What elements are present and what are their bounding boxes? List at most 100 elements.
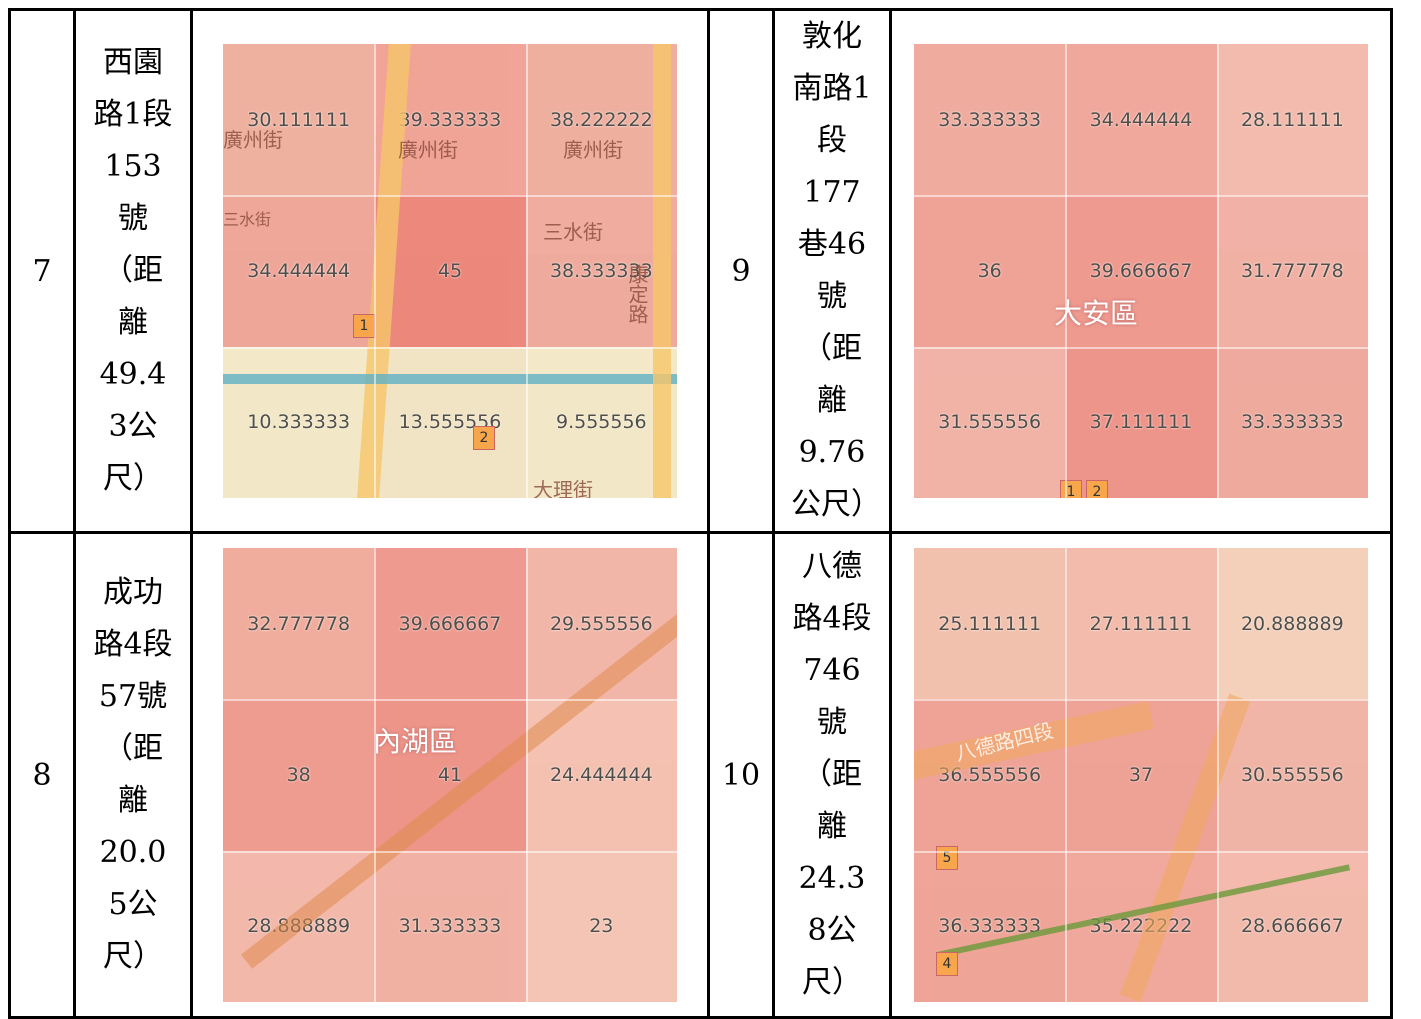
address-cell: 敦化南路1段177巷46號（距離9.76公尺） [772, 8, 892, 534]
district-label: 內湖區 [373, 725, 458, 758]
heatmap-grid: 33.333333 37.111111 31.555556 31.777778 39.6… [914, 44, 1368, 498]
grid-cell: 13.555556 [374, 346, 526, 498]
grid-value: 38.333333 [549, 259, 653, 282]
grid-value: 31.555556 [938, 411, 1042, 434]
location-marker: 1 [1060, 480, 1082, 498]
grid-value: 39.333333 [398, 108, 502, 131]
grid-line [374, 548, 377, 1002]
grid-value: 38 [286, 763, 311, 786]
grid-line [223, 699, 677, 702]
grid-line [914, 195, 1368, 198]
grid-value: 33.333333 [938, 108, 1042, 131]
grid-line [1216, 548, 1219, 1002]
grid-cell: 23 [525, 850, 677, 1002]
grid-cell: 30.111111 [223, 44, 375, 196]
grid-value: 33.333333 [1240, 411, 1344, 434]
grid-cell: 37.111111 [1065, 346, 1217, 498]
grid-line [223, 850, 677, 853]
road [653, 44, 671, 498]
address-text: 敦化南路1段177巷46號（距離9.76公尺） [791, 19, 881, 522]
grid-line [914, 699, 1368, 702]
heatmap-grid: 28.666667 35.222222 36.333333 30.555556 37 36… [914, 548, 1368, 1002]
grid-cell: 31.777778 [1216, 195, 1368, 347]
grid-cell: 39.666667 [1065, 195, 1217, 347]
address-text: 八德路4段746號（距離24.38公尺） [792, 549, 872, 1000]
grid-value: 37.111111 [1089, 411, 1193, 434]
street-label: 康定路 [625, 264, 649, 324]
street-label: 三水街 [543, 220, 603, 244]
grid-cell: 28.111111 [1216, 44, 1368, 196]
location-marker: 4 [936, 952, 958, 976]
grid-value: 23 [589, 915, 614, 938]
data-table: 7 西園路1段153號（距離49.43公尺） 9.555556 13.555556… [8, 8, 1393, 1019]
grid-cell: 45 [374, 195, 526, 347]
address-cell: 西園路1段153號（距離49.43公尺） [73, 8, 193, 534]
grid-cell: 20.888889 [1216, 548, 1368, 700]
table-row: 8 成功路4段57號（距離20.05公尺） 2331.33333328.8888… [8, 531, 1393, 1019]
grid-value: 28.111111 [1240, 108, 1344, 131]
grid-value: 36.555556 [938, 763, 1042, 786]
street-label: 廣州街 [563, 138, 623, 162]
grid-value: 45 [437, 259, 463, 282]
street-label: 大理街 [533, 478, 593, 498]
address-cell: 成功路4段57號（距離20.05公尺） [73, 531, 193, 1019]
grid-cell: 41 [374, 699, 526, 851]
map-cell: 28.666667 35.222222 36.333333 30.555556 37 36… [889, 531, 1393, 1019]
grid-cell: 30.555556 [1216, 699, 1368, 851]
row-number: 7 [8, 8, 76, 534]
district-label: 大安區 [1054, 297, 1139, 330]
grid-cell: 38 [223, 699, 375, 851]
grid-value: 39.666667 [1089, 259, 1193, 282]
grid-cell: 9.555556 [525, 346, 677, 498]
grid-value: 25.111111 [938, 612, 1042, 635]
grid-value: 34.444444 [247, 259, 351, 282]
grid-line [914, 850, 1368, 853]
grid-value: 31.777778 [1240, 259, 1344, 282]
grid-cell: 38.333333 [525, 195, 677, 347]
grid-value: 34.444444 [1089, 108, 1193, 131]
heatmap-grid: 2331.33333328.88888924.444444413829.5555… [223, 548, 677, 1002]
grid-cell: 25.111111 [914, 548, 1066, 700]
table-row: 7 西園路1段153號（距離49.43公尺） 9.555556 13.555556… [8, 8, 1393, 534]
grid-cell: 36.333333 [914, 850, 1066, 1002]
row-number: 10 [707, 531, 775, 1019]
grid-cell: 31.555556 [914, 346, 1066, 498]
grid-cell: 36 [914, 195, 1066, 347]
address-text: 成功路4段57號（距離20.05公尺） [93, 575, 173, 974]
grid-cell: 33.333333 [1216, 346, 1368, 498]
grid-value: 38.222222 [549, 108, 653, 131]
location-marker: 2 [1086, 480, 1108, 498]
grid-line [1216, 44, 1219, 498]
address-text: 西園路1段153號（距離49.43公尺） [93, 45, 173, 496]
grid-value: 29.555556 [549, 612, 653, 635]
row-number: 8 [8, 531, 76, 1019]
grid-value: 30.111111 [247, 108, 351, 131]
grid-line [525, 548, 528, 1002]
grid-value: 31.333333 [398, 915, 502, 938]
grid-value: 36.333333 [938, 915, 1042, 938]
location-marker: 5 [936, 846, 958, 870]
grid-value: 20.888889 [1240, 612, 1344, 635]
map-cell: 33.333333 37.111111 31.555556 31.777778 39.6… [889, 8, 1393, 534]
grid-line [223, 346, 677, 349]
grid-cell: 10.333333 [223, 346, 375, 498]
street-label: 廣州街 [223, 128, 283, 152]
grid-value: 10.333333 [247, 411, 351, 434]
grid-line [525, 44, 528, 498]
map-cell: 9.555556 13.555556 10.333333 38.333333 45 34.… [190, 8, 710, 534]
grid-line [374, 44, 377, 498]
grid-cell: 32.777778 [223, 548, 375, 700]
location-marker: 2 [473, 426, 495, 450]
grid-value: 30.555556 [1240, 763, 1344, 786]
grid-cell: 34.444444 [1065, 44, 1217, 196]
grid-line [223, 195, 677, 198]
grid-cell: 39.666667 [374, 548, 526, 700]
grid-value: 39.666667 [398, 612, 502, 635]
street-label: 三水街 [223, 210, 272, 229]
grid-cell: 28.666667 [1216, 850, 1368, 1002]
grid-value: 24.444444 [549, 763, 653, 786]
grid-value: 27.111111 [1089, 612, 1193, 635]
grid-cell: 33.333333 [914, 44, 1066, 196]
grid-line [914, 346, 1368, 349]
address-cell: 八德路4段746號（距離24.38公尺） [772, 531, 892, 1019]
